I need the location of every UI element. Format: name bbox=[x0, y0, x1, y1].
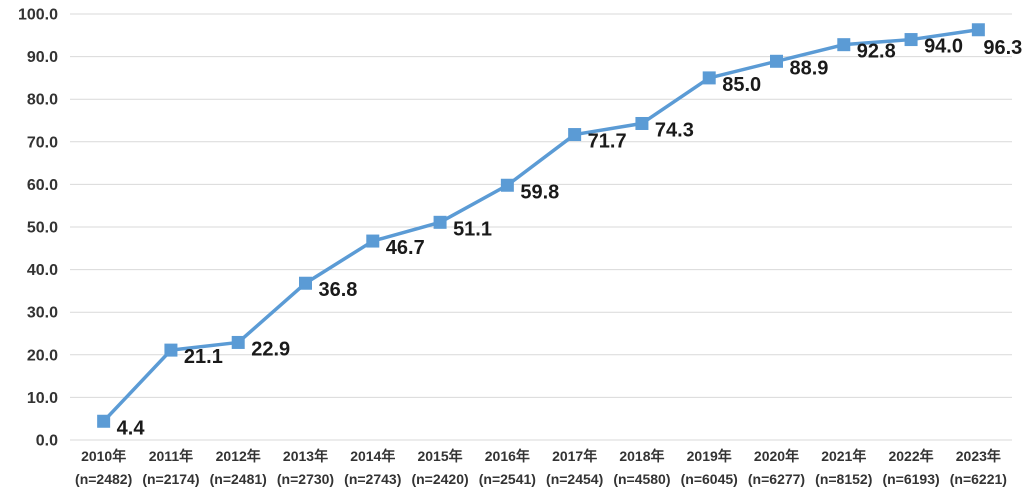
data-point-label: 96.3 bbox=[983, 37, 1022, 59]
x-axis-n-label: (n=2541) bbox=[479, 471, 536, 487]
x-axis-n-label: (n=6277) bbox=[748, 471, 805, 487]
series-line bbox=[101, 28, 981, 424]
y-axis-tick-label: 90.0 bbox=[27, 49, 58, 66]
x-axis-year-label: 2010年 bbox=[81, 448, 126, 464]
y-axis-tick-label: 100.0 bbox=[18, 7, 58, 24]
y-axis-tick-label: 10.0 bbox=[27, 390, 58, 407]
x-axis-year-label: 2014年 bbox=[350, 448, 395, 464]
data-point-marker bbox=[500, 178, 514, 192]
x-axis-year-label: 2015年 bbox=[417, 448, 462, 464]
x-axis-n-label: (n=2420) bbox=[411, 471, 468, 487]
data-point-marker bbox=[770, 54, 783, 68]
data-point-marker bbox=[904, 33, 918, 47]
y-axis-tick-label: 20.0 bbox=[27, 347, 58, 364]
x-axis-year-label: 2011年 bbox=[149, 448, 193, 464]
data-point-label: 94.0 bbox=[924, 36, 963, 58]
data-point-marker bbox=[366, 234, 380, 248]
x-axis-year-label: 2020年 bbox=[754, 448, 799, 464]
data-point-label: 88.9 bbox=[790, 57, 829, 79]
data-point-label: 51.1 bbox=[453, 218, 492, 240]
data-point-label: 59.8 bbox=[520, 181, 559, 203]
data-point-label: 36.8 bbox=[319, 279, 358, 301]
y-axis-tick-label: 40.0 bbox=[27, 262, 58, 279]
data-point-marker bbox=[837, 38, 851, 52]
x-axis-year-label: 2017年 bbox=[552, 448, 597, 464]
data-point-marker bbox=[97, 414, 111, 428]
x-axis-year-label: 2022年 bbox=[888, 448, 933, 464]
y-axis-tick-label: 60.0 bbox=[27, 177, 58, 194]
x-axis-year-label: 2012年 bbox=[216, 448, 261, 464]
data-point-marker bbox=[568, 128, 582, 142]
data-point-marker bbox=[433, 215, 447, 229]
x-axis-n-label: (n=2454) bbox=[546, 471, 603, 487]
x-axis-n-label: (n=8152) bbox=[815, 471, 872, 487]
data-point-label: 74.3 bbox=[655, 119, 694, 141]
data-point-marker bbox=[164, 343, 178, 357]
x-axis-year-label: 2023年 bbox=[956, 448, 1001, 464]
x-axis-year-label: 2013年 bbox=[283, 448, 328, 464]
data-point-label: 22.9 bbox=[251, 338, 290, 360]
x-axis-year-label: 2021年 bbox=[821, 448, 866, 464]
x-axis-n-label: (n=2730) bbox=[277, 471, 334, 487]
x-axis-n-label: (n=2481) bbox=[210, 471, 267, 487]
x-axis-n-label: (n=6193) bbox=[882, 471, 939, 487]
data-point-label: 46.7 bbox=[386, 237, 425, 259]
y-axis-tick-label: 0.0 bbox=[36, 433, 58, 450]
data-point-marker bbox=[971, 23, 985, 37]
x-axis-n-label: (n=2482) bbox=[75, 471, 132, 487]
y-axis-tick-label: 30.0 bbox=[27, 305, 58, 322]
y-axis-tick-label: 70.0 bbox=[27, 134, 58, 151]
data-point-label: 4.4 bbox=[117, 417, 146, 439]
x-axis-year-label: 2018年 bbox=[619, 448, 664, 464]
data-point-label: 71.7 bbox=[588, 131, 627, 153]
data-point-marker bbox=[299, 276, 312, 290]
x-axis-n-label: (n=6045) bbox=[681, 471, 738, 487]
x-axis-year-label: 2016年 bbox=[485, 448, 530, 464]
y-axis-tick-label: 50.0 bbox=[27, 220, 58, 237]
x-axis-n-label: (n=4580) bbox=[613, 471, 670, 487]
x-axis-n-label: (n=6221) bbox=[950, 471, 1007, 487]
data-point-marker bbox=[635, 116, 649, 130]
data-point-marker bbox=[702, 71, 716, 85]
y-axis-tick-label: 80.0 bbox=[27, 92, 58, 109]
data-point-label: 85.0 bbox=[722, 74, 761, 96]
x-axis-n-label: (n=2743) bbox=[344, 471, 401, 487]
data-point-label: 92.8 bbox=[857, 41, 896, 63]
data-point-label: 21.1 bbox=[184, 346, 223, 368]
data-point-marker bbox=[231, 335, 245, 349]
x-axis-n-label: (n=2174) bbox=[142, 471, 199, 487]
x-axis-year-label: 2019年 bbox=[687, 448, 732, 464]
